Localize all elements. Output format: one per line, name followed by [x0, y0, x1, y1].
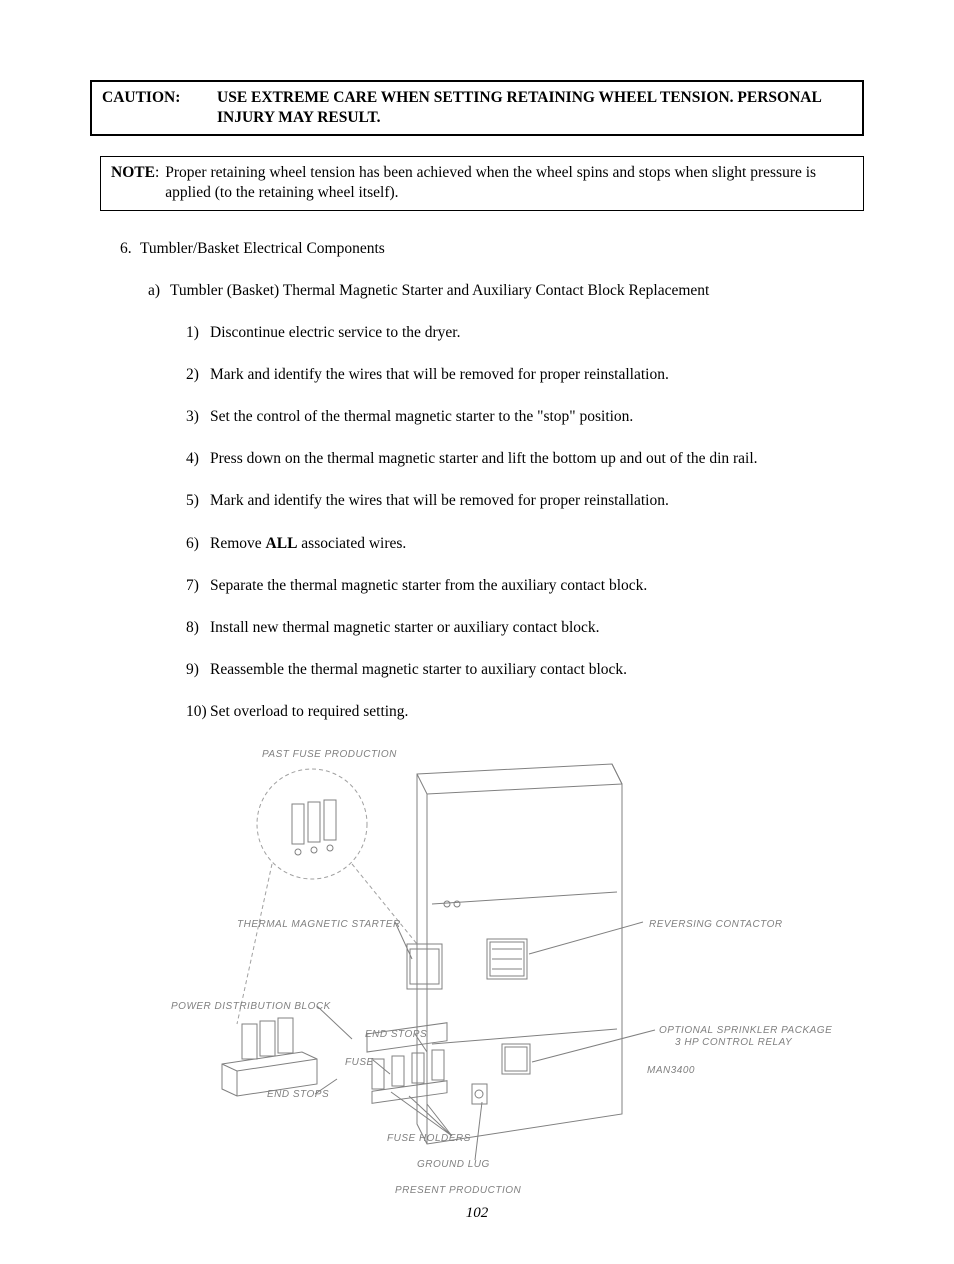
caution-text-row: CAUTION: USE EXTREME CARE WHEN SETTING R… — [102, 88, 852, 128]
note-text-row: NOTE: Proper retaining wheel tension has… — [111, 163, 853, 203]
step-6-pre: Remove — [210, 535, 266, 552]
step-number: 10) — [186, 702, 210, 722]
step-number: 7) — [186, 576, 210, 596]
label-fuse: FUSE — [345, 1056, 374, 1069]
caution-body: USE EXTREME CARE WHEN SETTING RETAINING … — [217, 88, 852, 128]
note-label: NOTE: — [111, 163, 159, 203]
subsection-a: a) Tumbler (Basket) Thermal Magnetic Sta… — [148, 281, 864, 301]
section-6: 6. Tumbler/Basket Electrical Components — [120, 239, 864, 259]
label-ground-lug: GROUND LUG — [417, 1158, 490, 1171]
step-text: Install new thermal magnetic starter or … — [210, 618, 864, 638]
step-2: 2) Mark and identify the wires that will… — [186, 365, 864, 385]
label-end-stops-left: END STOPS — [267, 1088, 329, 1101]
caution-label: CAUTION: — [102, 88, 217, 128]
step-5: 5) Mark and identify the wires that will… — [186, 491, 864, 511]
subsection-title: Tumbler (Basket) Thermal Magnetic Starte… — [170, 281, 864, 301]
label-thermal-magnetic-starter: THERMAL MAGNETIC STARTER — [237, 918, 401, 931]
step-6: 6) Remove ALL associated wires. — [186, 534, 864, 554]
step-6-post: associated wires. — [297, 535, 406, 552]
electrical-panel-diagram: PAST FUSE PRODUCTION THERMAL MAGNETIC ST… — [117, 744, 837, 1194]
step-number: 4) — [186, 449, 210, 469]
step-number: 6) — [186, 534, 210, 554]
page-number: 102 — [90, 1204, 864, 1224]
caution-box: CAUTION: USE EXTREME CARE WHEN SETTING R… — [90, 80, 864, 136]
step-text: Set overload to required setting. — [210, 702, 864, 722]
label-end-stops-right: END STOPS — [365, 1028, 427, 1041]
label-reversing-contactor: REVERSING CONTACTOR — [649, 918, 783, 931]
step-6-bold: ALL — [266, 535, 298, 552]
step-text: Set the control of the thermal magnetic … — [210, 407, 864, 427]
step-3: 3) Set the control of the thermal magnet… — [186, 407, 864, 427]
diagram-svg — [117, 744, 837, 1194]
step-10: 10) Set overload to required setting. — [186, 702, 864, 722]
label-power-distribution-block: POWER DISTRIBUTION BLOCK — [171, 1000, 331, 1013]
step-9: 9) Reassemble the thermal magnetic start… — [186, 660, 864, 680]
section-title: Tumbler/Basket Electrical Components — [140, 239, 864, 259]
step-text: Mark and identify the wires that will be… — [210, 491, 864, 511]
step-number: 1) — [186, 323, 210, 343]
label-man3400: MAN3400 — [647, 1064, 695, 1077]
step-text: Discontinue electric service to the drye… — [210, 323, 864, 343]
step-text: Remove ALL associated wires. — [210, 534, 864, 554]
step-text: Reassemble the thermal magnetic starter … — [210, 660, 864, 680]
step-text: Separate the thermal magnetic starter fr… — [210, 576, 864, 596]
step-number: 3) — [186, 407, 210, 427]
step-number: 2) — [186, 365, 210, 385]
step-number: 5) — [186, 491, 210, 511]
label-present-production: PRESENT PRODUCTION — [395, 1184, 521, 1197]
label-past-fuse: PAST FUSE PRODUCTION — [262, 748, 397, 761]
step-8: 8) Install new thermal magnetic starter … — [186, 618, 864, 638]
section-number: 6. — [120, 239, 140, 259]
note-box: NOTE: Proper retaining wheel tension has… — [100, 156, 864, 210]
step-7: 7) Separate the thermal magnetic starter… — [186, 576, 864, 596]
note-label-colon: : — [155, 164, 159, 181]
step-1: 1) Discontinue electric service to the d… — [186, 323, 864, 343]
step-number: 8) — [186, 618, 210, 638]
label-fuse-holders: FUSE HOLDERS — [387, 1132, 471, 1145]
step-text: Press down on the thermal magnetic start… — [210, 449, 864, 469]
step-4: 4) Press down on the thermal magnetic st… — [186, 449, 864, 469]
subsection-number: a) — [148, 281, 170, 301]
note-body: Proper retaining wheel tension has been … — [165, 163, 853, 203]
label-optional-sprinkler-2: 3 HP CONTROL RELAY — [675, 1036, 792, 1049]
step-text: Mark and identify the wires that will be… — [210, 365, 864, 385]
step-number: 9) — [186, 660, 210, 680]
note-label-bold: NOTE — [111, 164, 155, 181]
